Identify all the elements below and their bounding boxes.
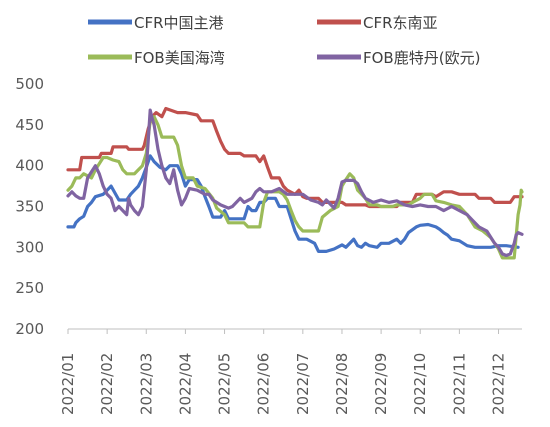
legend: CFR中国主港 CFR东南亚 FOB美国海湾 FOB鹿特丹(欧元): [88, 14, 480, 67]
series-line-3: [66, 115, 524, 260]
series-line-4: [66, 108, 524, 258]
x-tick-label: 2022/11: [450, 353, 468, 415]
y-tick-label: 450: [15, 116, 44, 134]
x-tick-label: 2022/01: [59, 353, 77, 415]
x-tick-label: 2022/07: [294, 353, 312, 415]
legend-label-1: CFR中国主港: [134, 14, 224, 32]
y-tick-label: 400: [15, 157, 44, 175]
y-axis: 200 250 300 350 400 450 500: [15, 75, 44, 338]
x-tick-label: 2022/04: [176, 353, 194, 415]
x-tick-label: 2022/06: [255, 353, 273, 415]
y-tick-label: 250: [15, 279, 44, 297]
x-axis: 2022/01 2022/02 2022/03 2022/04 2022/05 2022/…: [59, 328, 522, 415]
y-tick-label: 500: [15, 75, 44, 93]
series-line-1: [66, 154, 520, 253]
x-tick-label: 2022/08: [333, 353, 351, 415]
x-tick-label: 2022/03: [137, 353, 155, 415]
x-tick-label: 2022/12: [490, 353, 508, 415]
legend-label-4: FOB鹿特丹(欧元): [363, 49, 480, 67]
x-tick-label: 2022/09: [372, 353, 390, 415]
legend-label-2: CFR东南亚: [363, 14, 438, 32]
y-tick-label: 300: [15, 238, 44, 256]
series-line-2: [66, 106, 524, 209]
y-tick-label: 350: [15, 198, 44, 216]
legend-label-3: FOB美国海湾: [134, 49, 225, 67]
series-layer: [66, 106, 524, 260]
x-tick-label: 2022/05: [216, 353, 234, 415]
x-tick-label: 2022/10: [411, 353, 429, 415]
y-tick-label: 200: [15, 320, 44, 338]
x-tick-label: 2022/02: [98, 353, 116, 415]
